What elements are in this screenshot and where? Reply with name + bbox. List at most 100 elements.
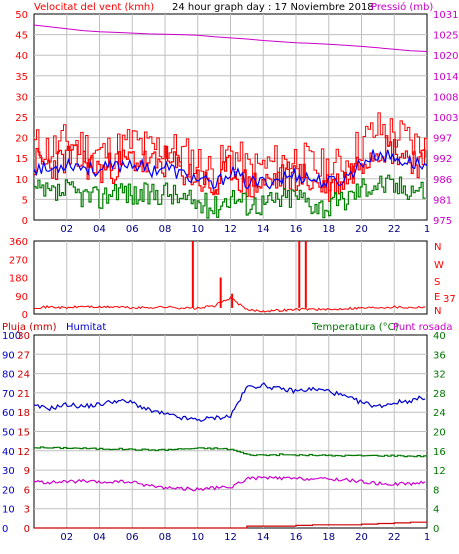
lower-x-tick-label: 16: [290, 532, 303, 543]
humidity-y-tick-label: 90: [2, 350, 15, 361]
pressure-y-tick-label: 1020: [433, 51, 458, 62]
pressure-y-tick-label: 992: [433, 154, 452, 165]
rain-y-tick-label: 15: [17, 428, 30, 439]
humidity-y-tick-label: 30: [2, 466, 15, 477]
temp-y-tick-label: 36: [433, 350, 446, 361]
lower-x-tick-label: 22: [388, 532, 401, 543]
wind-gust-line-2: [34, 135, 426, 202]
wind-y-tick-label: 30: [15, 92, 28, 103]
graph-title: 24 hour graph day : 17 Noviembre 2018: [172, 2, 374, 13]
humidity-y-tick-label: 70: [2, 389, 15, 400]
wind-gust-line: [34, 112, 428, 194]
humidity-y-tick-label: 10: [2, 505, 15, 516]
axis-labels: 0510152025303540455097598198699299710031…: [2, 10, 458, 543]
dir-y-tick-label: 90: [15, 292, 28, 303]
pressure-y-tick-label: 1025: [433, 31, 458, 42]
temp-y-tick-label: 32: [433, 370, 446, 381]
pressure-y-tick-label: 1031: [433, 10, 458, 21]
pressure-y-tick-label: 1008: [433, 92, 458, 103]
wind-y-tick-label: 35: [15, 72, 28, 83]
rain-y-tick-label: 0: [24, 524, 30, 535]
wind-title: Velocitat del vent (kmh): [34, 2, 154, 13]
wind-y-tick-label: 15: [15, 154, 28, 165]
wind-y-tick-label: 10: [15, 175, 28, 186]
rain-y-tick-label: 6: [24, 485, 30, 496]
lower-x-tick-label: 08: [159, 532, 172, 543]
wind-y-tick-label: 25: [15, 113, 28, 124]
lower-x-tick-label: 1: [424, 532, 430, 543]
lower-x-tick-label: 18: [322, 532, 335, 543]
temp-y-tick-label: 20: [433, 428, 446, 439]
rain-y-tick-label: 24: [17, 370, 30, 381]
dir-y-tick-label: 180: [9, 274, 28, 285]
temp-y-tick-label: 24: [433, 408, 446, 419]
humidity-y-tick-label: 80: [2, 370, 15, 381]
temp-y-tick-label: 0: [433, 524, 439, 535]
pressure-y-tick-label: 1003: [433, 113, 458, 124]
dew-title: Punt rosada: [393, 322, 452, 333]
lower-x-tick-label: 10: [191, 532, 204, 543]
temp-y-tick-label: 4: [433, 505, 439, 516]
dir-y-tick-label: 270: [9, 255, 28, 266]
direction-line: [33, 296, 426, 313]
humidity-title: Humitat: [66, 322, 106, 333]
pressure-line: [33, 24, 428, 52]
wind-x-tick-label: 12: [224, 224, 237, 235]
wind-x-tick-label: 02: [60, 224, 73, 235]
pressure-y-tick-label: 975: [433, 216, 452, 227]
lower-x-tick-label: 12: [224, 532, 237, 543]
dir-y-tick-label: 0: [22, 310, 28, 321]
rain-y-tick-label: 30: [17, 331, 30, 342]
data-series: [33, 24, 428, 529]
wind-x-tick-label: 16: [290, 224, 303, 235]
humidity-y-tick-label: 0: [2, 524, 8, 535]
temp-title: Temperatura (°C): [311, 322, 399, 333]
wind-y-tick-label: 20: [15, 134, 28, 145]
wind-x-tick-label: 20: [355, 224, 368, 235]
wind-avg-line: [33, 149, 428, 190]
compass-n-top: N: [434, 242, 441, 253]
temp-y-tick-label: 12: [433, 466, 446, 477]
rain-line: [34, 521, 428, 529]
lower-x-tick-label: 14: [257, 532, 270, 543]
temperature-line: [34, 446, 428, 458]
humidity-y-tick-label: 100: [2, 331, 21, 342]
humidity-line: [33, 382, 426, 422]
wind-x-tick-label: 18: [322, 224, 335, 235]
temp-y-tick-label: 28: [433, 389, 446, 400]
wind-y-tick-label: 0: [22, 216, 28, 227]
wind-y-tick-label: 50: [15, 10, 28, 21]
dir-y-tick-label: 360: [9, 237, 28, 248]
temp-y-tick-label: 8: [433, 485, 439, 496]
rain-y-tick-label: 3: [24, 505, 30, 516]
rain-y-tick-label: 9: [24, 466, 30, 477]
current-direction: 37: [443, 294, 456, 305]
wind-y-tick-label: 5: [22, 195, 28, 206]
pressure-y-tick-label: 986: [433, 175, 452, 186]
temp-y-tick-label: 16: [433, 447, 446, 458]
rain-y-tick-label: 12: [17, 447, 30, 458]
lower-x-tick-label: 20: [355, 532, 368, 543]
rain-title: Pluja (mm): [2, 322, 57, 333]
lower-x-tick-label: 02: [60, 532, 73, 543]
humidity-y-tick-label: 40: [2, 447, 15, 458]
pressure-y-tick-label: 997: [433, 134, 452, 145]
rain-y-tick-label: 18: [17, 408, 30, 419]
compass-n-bottom: N: [434, 306, 441, 317]
temp-y-tick-label: 40: [433, 331, 446, 342]
pressure-y-tick-label: 981: [433, 195, 452, 206]
dew-point-line: [33, 475, 426, 492]
humidity-y-tick-label: 20: [2, 485, 15, 496]
wind-x-tick-label: 06: [126, 224, 139, 235]
humidity-y-tick-label: 60: [2, 408, 15, 419]
lower-x-tick-label: 06: [126, 532, 139, 543]
compass-s: S: [434, 277, 440, 288]
wind-y-tick-label: 45: [15, 31, 28, 42]
wind-x-tick-label: 22: [388, 224, 401, 235]
compass-e: E: [434, 292, 440, 303]
wind-x-tick-label: 04: [93, 224, 106, 235]
lower-x-tick-label: 04: [93, 532, 106, 543]
wind-x-tick-label: 14: [257, 224, 270, 235]
